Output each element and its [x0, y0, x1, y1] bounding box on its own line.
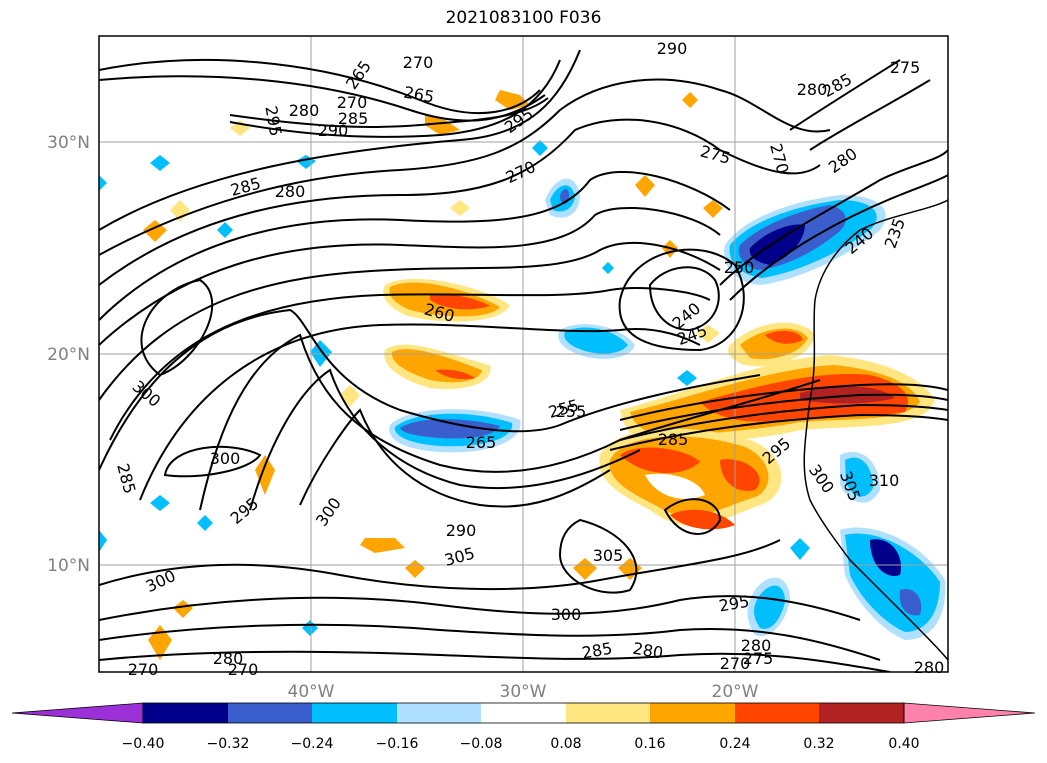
- colorbar-bin: [735, 703, 819, 723]
- colorbar-bin: [397, 703, 481, 723]
- contour-label: 280: [914, 658, 945, 677]
- contour-label: 275: [743, 649, 774, 668]
- contour-label: 280: [275, 182, 306, 201]
- colorbar-bin: [143, 703, 228, 723]
- contour-label: 270: [403, 53, 434, 72]
- contour-label: 280: [741, 636, 772, 655]
- colorbar-tick-label: −0.32: [207, 736, 250, 752]
- contour-label: 250: [724, 258, 755, 277]
- colorbar-tick-label: −0.40: [122, 736, 165, 752]
- colorbar-bin: [566, 703, 650, 723]
- colorbar-tick-label: 0.40: [888, 736, 919, 752]
- colorbar-bin: [481, 703, 566, 723]
- contour-label: 280: [213, 649, 244, 668]
- colorbar-bin: [228, 703, 312, 723]
- lat-tick-label: 10°N: [47, 556, 90, 576]
- colorbar-tick-label: 0.16: [634, 736, 665, 752]
- contour-label: 270: [128, 660, 159, 679]
- colorbar-high-extend: [903, 702, 1036, 724]
- contour-lines: [99, 49, 948, 672]
- colorbar-tick-label: 0.32: [803, 736, 834, 752]
- colorbar-tick-label: 0.08: [550, 736, 581, 752]
- contour-label: 280: [289, 101, 320, 120]
- contour-label: 310: [869, 471, 900, 490]
- colorbar: −0.40 −0.32 −0.24 −0.16 −0.08 0.08 0.16 …: [11, 702, 1036, 752]
- map-title: 2021083100 F036: [445, 8, 602, 28]
- lat-tick-label: 20°N: [47, 345, 90, 365]
- colorbar-bin: [650, 703, 735, 723]
- colorbar-tick-label: −0.24: [291, 736, 334, 752]
- contour-label: 255: [556, 402, 587, 421]
- lat-tick-label: 30°N: [47, 133, 90, 153]
- lon-axis: 40°W 30°W 20°W: [288, 682, 759, 702]
- colorbar-frame: [142, 702, 905, 724]
- lat-axis: 30°N 20°N 10°N: [47, 133, 90, 576]
- colorbar-bin: [819, 703, 904, 723]
- contour-label: 280: [797, 80, 828, 99]
- lon-tick-label: 30°W: [500, 682, 547, 702]
- plot-frame: [98, 35, 949, 673]
- colorbar-bin: [312, 703, 397, 723]
- contour-label: 270: [228, 660, 259, 679]
- lon-tick-label: 40°W: [288, 682, 335, 702]
- contour-label: 300: [551, 605, 582, 624]
- contour-label: 285: [658, 430, 689, 449]
- contour-label: 290: [318, 121, 349, 140]
- contour-label: 300: [210, 449, 241, 468]
- contour-label: 265: [466, 433, 497, 452]
- lon-tick-label: 20°W: [712, 682, 759, 702]
- contour-label: 290: [657, 39, 688, 58]
- contour-label: 275: [890, 58, 921, 77]
- contour-label: 290: [446, 521, 477, 540]
- contour-label: 270: [337, 93, 368, 112]
- contour-label: 270: [720, 654, 751, 673]
- coastline: [803, 199, 948, 661]
- colorbar-low-extend: [11, 702, 144, 724]
- contour-label: 285: [338, 109, 369, 128]
- contour-label: 305: [593, 546, 624, 565]
- colorbar-tick-label: −0.16: [376, 736, 419, 752]
- colorbar-tick-label: −0.08: [460, 736, 503, 752]
- colorbar-tick-label: 0.24: [719, 736, 750, 752]
